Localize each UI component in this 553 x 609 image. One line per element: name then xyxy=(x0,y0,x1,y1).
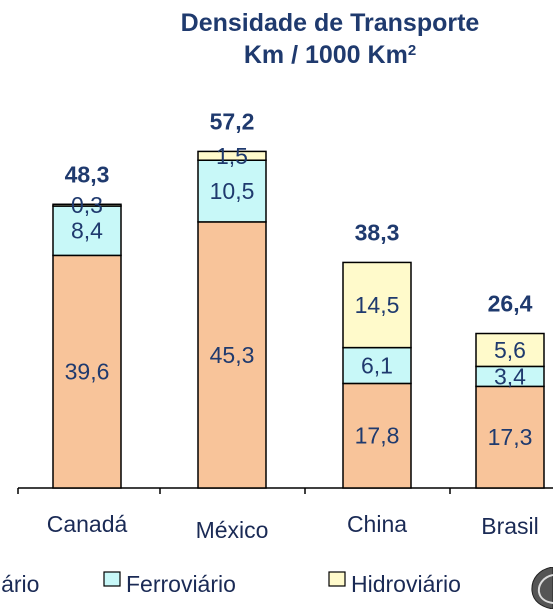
chart-title: Densidade de Transporte xyxy=(180,9,480,37)
bar-segment-rodoviário xyxy=(475,385,545,489)
bar-segment-hidroviário xyxy=(197,150,267,161)
bar-segment-ferroviário xyxy=(52,205,122,257)
bar-segment-hidroviário xyxy=(52,203,122,207)
logo-emblem xyxy=(531,567,553,609)
bar-segment-ferroviário xyxy=(342,346,412,385)
legend-label: Hidroviário xyxy=(351,571,461,597)
segment-value-label: 0,3 xyxy=(71,192,103,218)
segment-value-label: 3,4 xyxy=(494,363,526,389)
subtitle-superscript: 2 xyxy=(407,42,417,59)
segment-value-label: 45,3 xyxy=(210,342,255,368)
segment-value-label: 39,6 xyxy=(65,359,110,385)
bar-total-label: 38,3 xyxy=(355,219,400,245)
bar-segment-rodoviário xyxy=(342,382,412,489)
segment-value-label: 1,5 xyxy=(216,143,248,169)
x-tick-label: China xyxy=(347,511,407,537)
chart-subtitle: Km / 1000 Km2 xyxy=(120,40,540,70)
segment-value-label: 14,5 xyxy=(355,292,400,318)
bar-segment-rodoviário xyxy=(52,254,122,489)
x-tick-label: México xyxy=(196,517,269,543)
segment-value-label: 17,3 xyxy=(488,424,533,450)
segment-value-label: 6,1 xyxy=(361,353,393,379)
bar-segment-rodoviário xyxy=(197,221,267,489)
legend-label: iário xyxy=(0,571,39,597)
x-tick-label: Brasil xyxy=(481,513,539,539)
bar-segment-hidroviário xyxy=(475,332,545,368)
legend-swatch xyxy=(328,571,346,587)
legend-label: Ferroviário xyxy=(126,571,236,597)
segment-value-label: 8,4 xyxy=(71,218,103,244)
segment-value-label: 17,8 xyxy=(355,423,400,449)
bar-total-label: 26,4 xyxy=(488,291,533,317)
segment-value-label: 5,6 xyxy=(494,337,526,363)
subtitle-text: Km / 1000 Km xyxy=(243,41,408,69)
bar-total-label: 48,3 xyxy=(65,161,110,187)
legend-swatch xyxy=(103,571,121,587)
bar-segment-hidroviário xyxy=(342,261,412,349)
segment-value-label: 10,5 xyxy=(210,178,255,204)
bar-segment-ferroviário xyxy=(197,159,267,223)
x-tick-label: Canadá xyxy=(47,511,128,537)
bar-total-label: 57,2 xyxy=(210,108,255,134)
